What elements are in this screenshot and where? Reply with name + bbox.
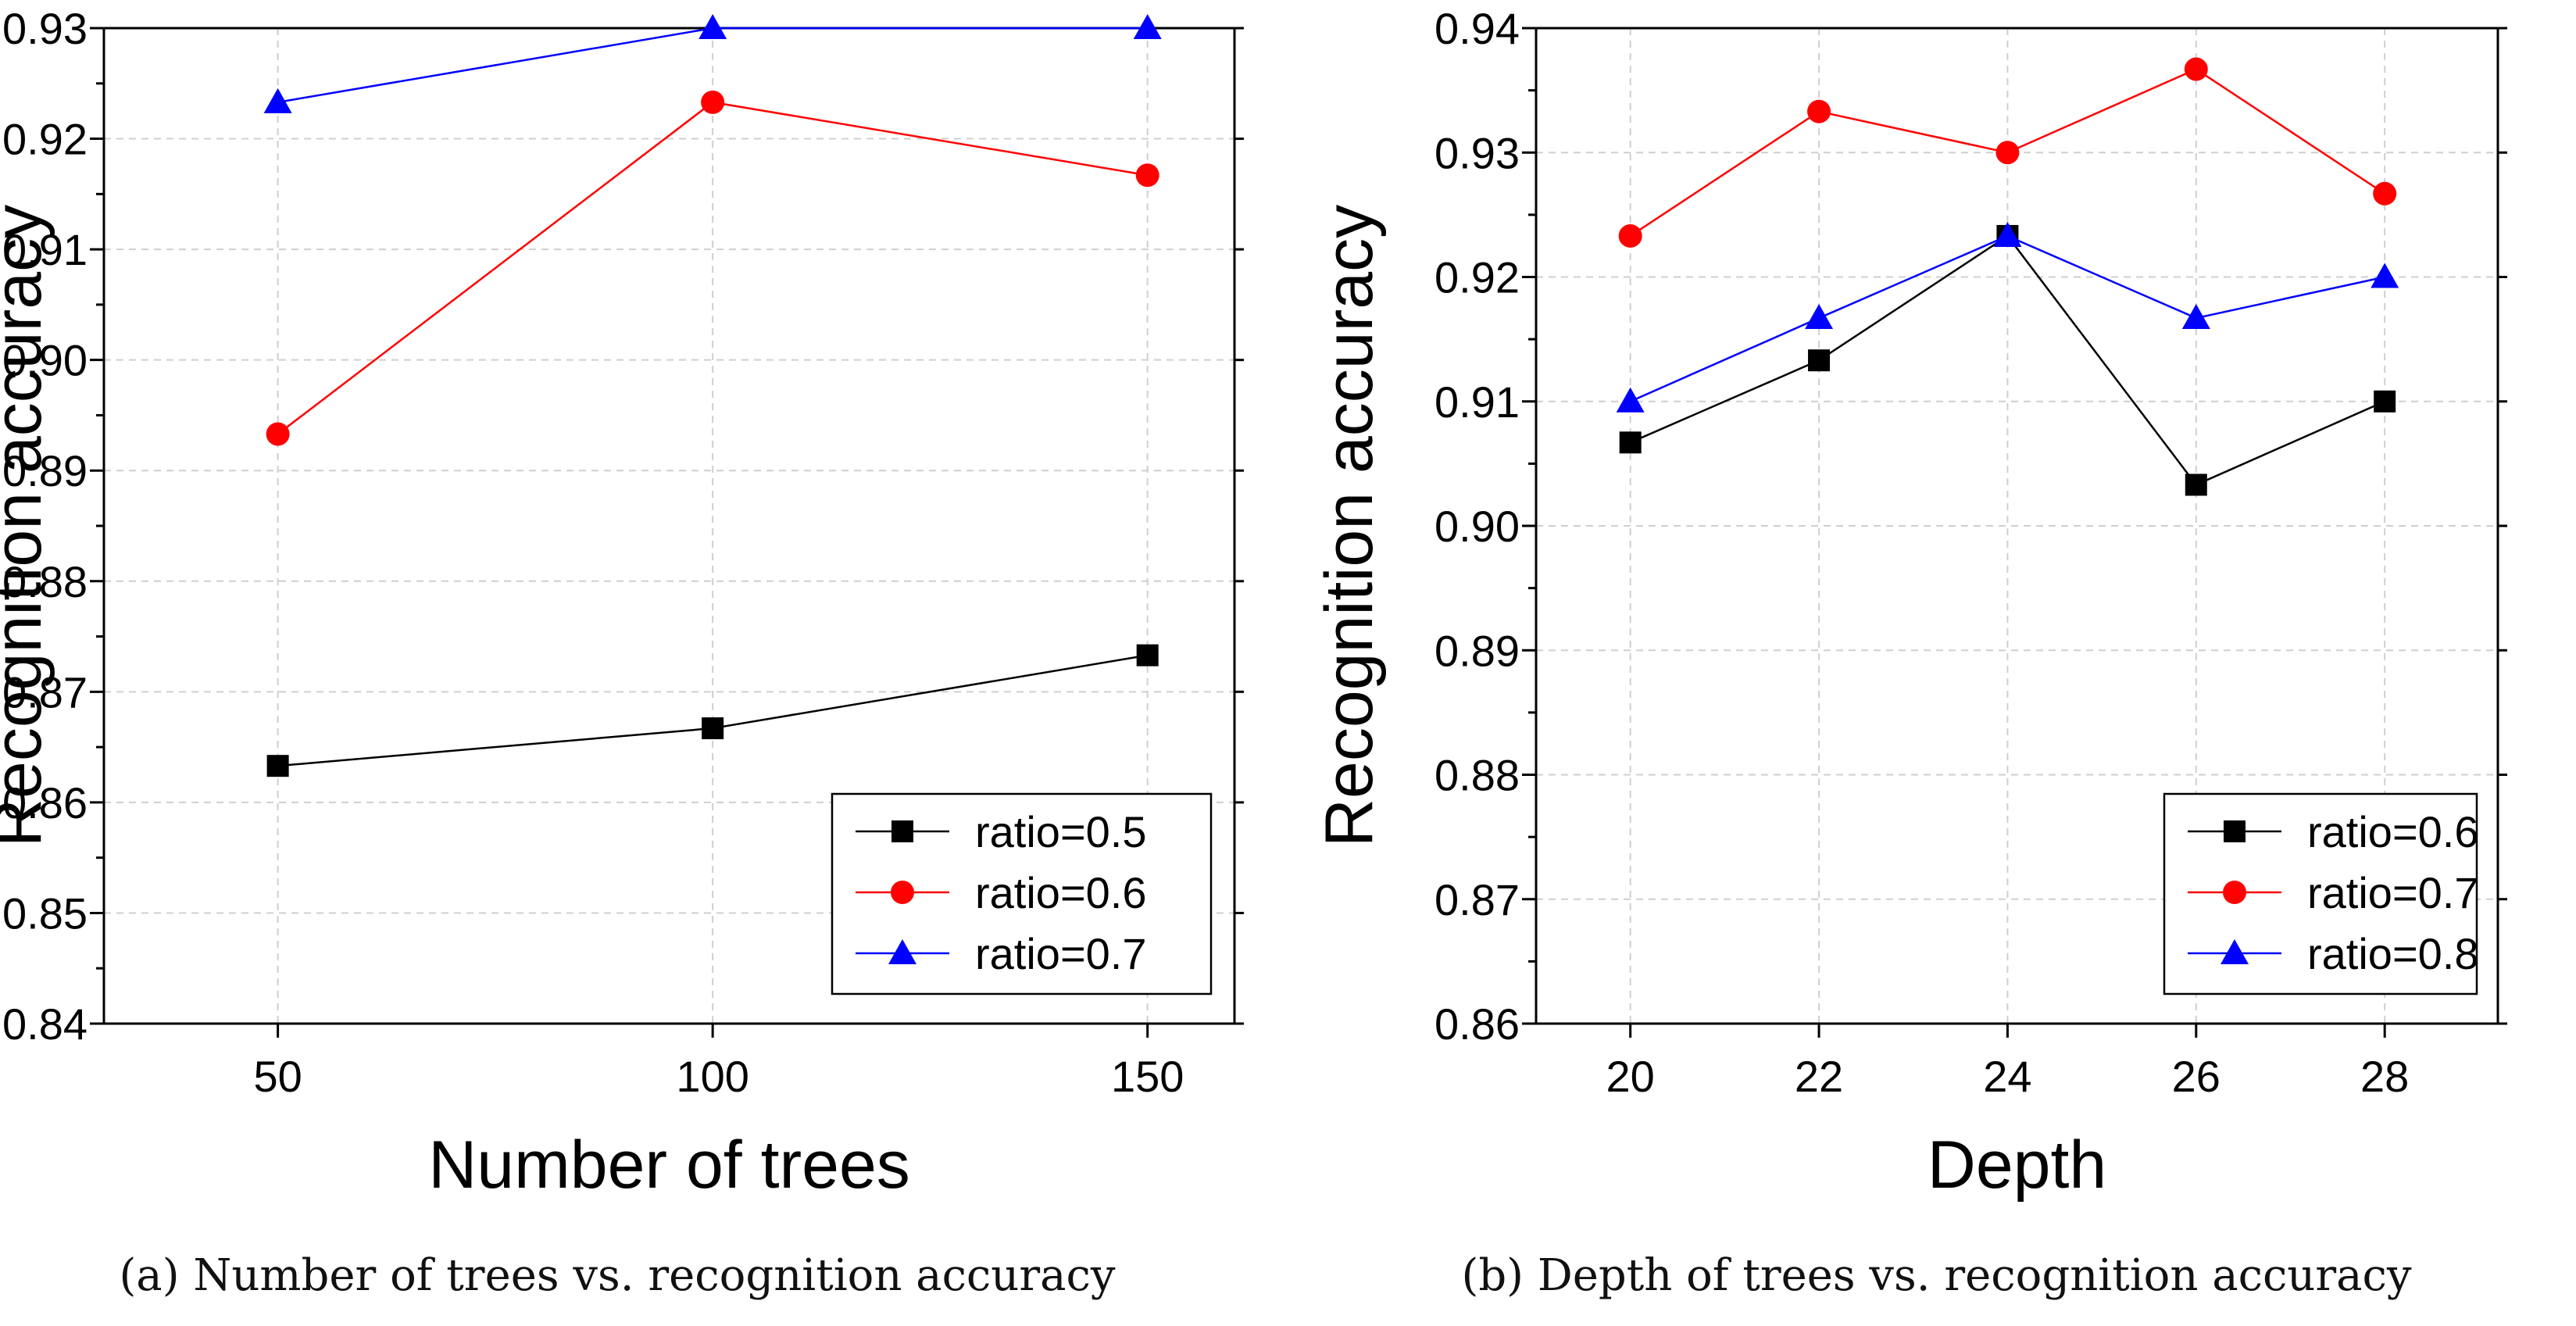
legend-box — [2163, 792, 2478, 995]
y-tick-label: 0.91 — [1434, 377, 1520, 427]
series-ratio=0.8 — [1616, 221, 2399, 413]
data-point — [1618, 223, 1642, 248]
y-tick-label: 0.85 — [2, 888, 88, 938]
y-tick-label: 0.87 — [2, 667, 88, 717]
legend-marker — [891, 820, 913, 842]
y-tick-label: 0.90 — [2, 336, 88, 385]
y-tick-label: 0.87 — [1434, 875, 1520, 924]
data-point — [1619, 431, 1642, 454]
data-point — [1133, 14, 1162, 39]
x-tick-label: 150 — [1111, 1052, 1184, 1101]
legend: ratio=0.6 ratio=0.7 ratio=0.8 — [2163, 792, 2479, 995]
legend-label: ratio=0.7 — [2307, 868, 2479, 917]
y-tick-label: 0.90 — [1434, 502, 1520, 551]
legend-marker — [891, 881, 914, 904]
y-tick-label: 0.84 — [2, 999, 88, 1049]
y-tick-label: 0.88 — [1434, 751, 1520, 800]
x-axis-label: Number of trees — [428, 1128, 910, 1203]
data-point — [2374, 390, 2396, 413]
x-tick-label: 24 — [1983, 1052, 2031, 1101]
legend-marker — [2223, 881, 2246, 904]
y-tick-label: 0.93 — [2, 4, 88, 53]
data-point — [1993, 221, 2022, 247]
series-ratio=0.5 — [266, 644, 1159, 777]
legend-marker — [2221, 939, 2249, 964]
data-point — [2184, 57, 2208, 81]
x-tick-label: 26 — [2172, 1052, 2221, 1101]
data-point — [702, 717, 724, 740]
x-axis-label: Depth — [1928, 1128, 2107, 1203]
y-tick-label: 0.86 — [2, 778, 88, 827]
data-point — [2181, 304, 2210, 330]
y-axis-label: Recognition accuracy — [0, 205, 55, 847]
x-tick-label: 28 — [2360, 1052, 2409, 1101]
data-point — [2371, 263, 2399, 288]
y-tick-label: 0.91 — [2, 225, 88, 274]
x-tick-label: 22 — [1795, 1052, 1843, 1101]
data-point — [1805, 304, 1834, 330]
y-tick-label: 0.89 — [2, 446, 88, 495]
x-tick-label: 20 — [1606, 1052, 1655, 1101]
y-tick-label: 0.93 — [1434, 128, 1520, 177]
series-ratio=0.7 — [263, 14, 1162, 113]
data-point — [1616, 387, 1645, 413]
data-point — [266, 755, 289, 777]
legend-label: ratio=0.6 — [2307, 807, 2479, 856]
y-axis-label: Recognition accuracy — [1312, 205, 1387, 847]
data-point — [1995, 141, 2020, 165]
data-point — [2373, 181, 2397, 206]
data-point — [1807, 99, 1831, 123]
data-point — [1135, 163, 1159, 188]
y-tick-label: 0.94 — [1434, 4, 1520, 53]
caption-a: (a) Number of trees vs. recognition accu… — [119, 1250, 1116, 1301]
y-tick-label: 0.92 — [1434, 253, 1520, 302]
data-point — [701, 90, 725, 114]
data-point — [698, 14, 727, 39]
data-point — [266, 422, 290, 446]
caption-b: (b) Depth of trees vs. recognition accur… — [1461, 1250, 2412, 1301]
legend-label: ratio=0.8 — [2307, 929, 2479, 978]
x-tick-label: 100 — [676, 1052, 749, 1101]
chart-panel-0: 0.84 0.85 0.86 0.87 0.88 0.89 0.90 0.91 0.92 0.93… — [0, 4, 1244, 1203]
x-tick-label: 50 — [253, 1052, 302, 1101]
legend-marker — [2224, 820, 2246, 842]
data-point — [2185, 474, 2207, 496]
y-tick-label: 0.92 — [2, 115, 88, 164]
data-point — [1808, 349, 1831, 372]
y-tick-label: 0.88 — [2, 557, 88, 606]
legend-label: ratio=0.7 — [975, 929, 1147, 978]
data-point — [263, 88, 292, 113]
data-point — [1136, 644, 1159, 667]
y-tick-label: 0.89 — [1434, 626, 1520, 675]
legend-label: ratio=0.6 — [975, 868, 1147, 917]
chart-panel-1: 0.86 0.87 0.88 0.89 0.90 0.91 0.92 0.93 0.94 20 22… — [1312, 4, 2507, 1203]
series-ratio=0.7 — [1618, 57, 2397, 248]
series-ratio=0.6 — [266, 90, 1159, 446]
y-tick-label: 0.86 — [1434, 999, 1520, 1049]
legend-marker — [888, 939, 916, 964]
legend: ratio=0.5 ratio=0.6 ratio=0.7 — [831, 792, 1213, 995]
legend-label: ratio=0.5 — [975, 807, 1147, 856]
